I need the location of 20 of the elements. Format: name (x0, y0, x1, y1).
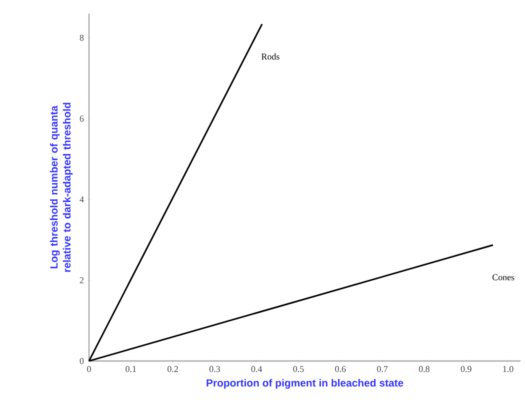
text: Cones (492, 274, 514, 280)
x-tick-label: 0.4 (251, 366, 262, 372)
x-tick-label: 0.6 (335, 366, 346, 372)
y-tick-label: 6 (80, 116, 84, 122)
y-tick-label: 8 (80, 34, 84, 41)
x-tick-label: 0.8 (418, 366, 430, 372)
x-tick-label: 0.7 (377, 366, 388, 372)
y-axis-title: Log threshold number of quanta relative to dark-adapted threshold (50, 102, 73, 272)
series-label: Rods (262, 53, 280, 60)
y-tick-label: 2 (80, 277, 84, 284)
x-tick-label: 1.0 (503, 366, 514, 372)
y-tick-label: 0 (80, 358, 84, 364)
x-tick-label: 0.9 (460, 366, 472, 372)
y-tick-label: 4 (80, 196, 84, 202)
x-tick-label: 0 (87, 366, 91, 372)
x-tick-label: 0.1 (126, 366, 136, 372)
x-tick-label: 0.2 (168, 366, 178, 372)
x-axis-title: Proportion of pigment in bleached state (206, 378, 404, 389)
x-tick-label: 0.5 (293, 366, 304, 372)
x-tick-label: 0.3 (209, 366, 220, 372)
